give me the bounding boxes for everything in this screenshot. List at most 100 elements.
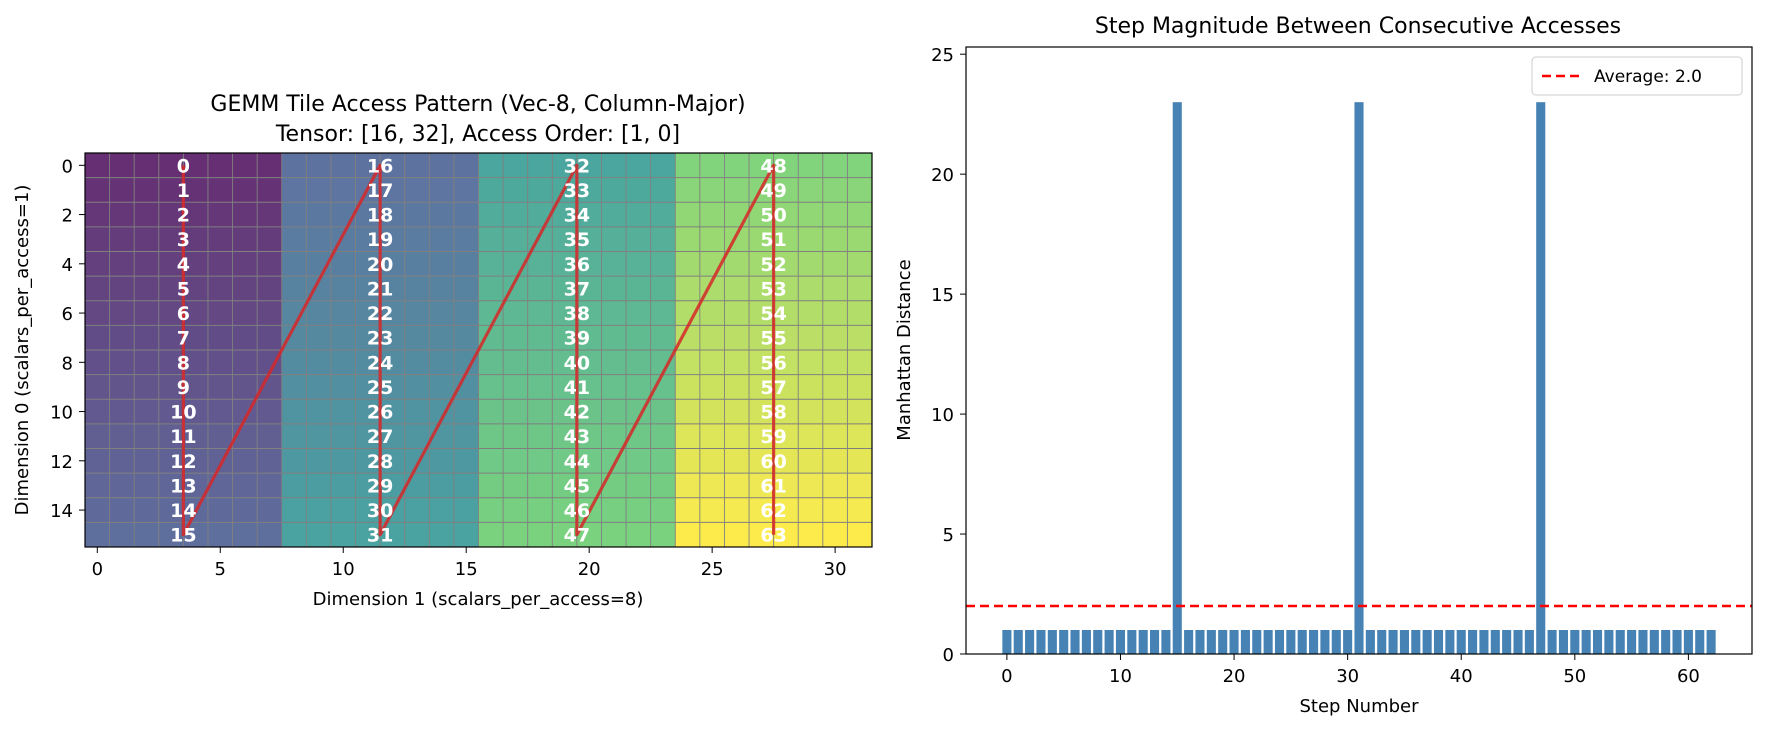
access-path-line: [181, 163, 776, 537]
bar-step-46: [1524, 630, 1534, 654]
y-tick-label: 15: [931, 285, 954, 306]
bar-step-15: [1172, 102, 1182, 654]
x-tick-label: 15: [455, 559, 478, 580]
bar-step-14: [1161, 630, 1171, 654]
access-order-label: 30: [367, 500, 393, 522]
legend-box: [1531, 56, 1743, 96]
access-order-label: 5: [177, 278, 190, 300]
bar-step-3: [1036, 630, 1046, 654]
bar-step-1: [1013, 630, 1023, 654]
x-tick-label: 0: [1001, 666, 1012, 687]
y-tick-label: 20: [931, 165, 954, 186]
x-tick-label: 20: [1223, 666, 1246, 687]
bar-step-53: [1604, 630, 1614, 654]
x-tick-label: 10: [332, 559, 355, 580]
x-tick-label: 50: [1563, 666, 1586, 687]
heatmap-title-line1: GEMM Tile Access Pattern (Vec-8, Column-…: [210, 92, 745, 117]
access-order-label: 53: [760, 278, 786, 300]
bar-step-44: [1502, 630, 1512, 654]
bar-step-12: [1138, 630, 1148, 654]
access-order-label: 23: [367, 328, 393, 350]
bar-step-36: [1411, 630, 1421, 654]
access-order-label: 38: [564, 303, 590, 325]
access-order-label: 55: [760, 328, 786, 350]
access-order-label: 8: [177, 352, 190, 374]
access-order-label: 46: [564, 500, 590, 522]
bar-step-9: [1104, 630, 1114, 654]
access-order-label: 17: [367, 180, 393, 202]
access-order-label: 2: [177, 205, 190, 227]
access-order-label: 1: [177, 180, 190, 202]
bar-x-axis-label: Step Number: [1299, 696, 1419, 717]
access-order-label: 21: [367, 278, 393, 300]
step-magnitude-bar-chart: Step Magnitude Between Consecutive Acces…: [894, 14, 1753, 717]
access-order-label: 31: [367, 525, 393, 547]
heatmap-y-axis-label: Dimension 0 (scalars_per_access=1): [12, 185, 33, 516]
bar-step-59: [1672, 630, 1682, 654]
bar-y-ticks: 0 5 10 15 20 25: [931, 45, 966, 666]
access-order-label: 51: [760, 229, 786, 251]
x-tick-label: 0: [92, 559, 103, 580]
access-order-label: 19: [367, 229, 393, 251]
bar-step-61: [1695, 630, 1705, 654]
y-tick-label: 5: [943, 525, 954, 546]
bar-step-26: [1297, 630, 1307, 654]
bar-step-21: [1240, 630, 1250, 654]
access-order-label: 20: [367, 254, 393, 276]
bar-step-32: [1365, 630, 1375, 654]
bar-step-4: [1047, 630, 1057, 654]
access-order-label: 62: [760, 500, 786, 522]
access-order-label: 40: [564, 352, 590, 374]
y-tick-label: 8: [62, 353, 73, 374]
heatmap-gridlines: [85, 153, 872, 547]
bar-step-62: [1706, 630, 1716, 654]
access-order-label: 57: [760, 377, 786, 399]
bar-step-24: [1274, 630, 1285, 654]
bar-step-29: [1331, 630, 1341, 654]
y-tick-label: 0: [943, 645, 954, 666]
bar-step-47: [1536, 102, 1546, 654]
bar-series: [1002, 102, 1716, 654]
bar-step-58: [1661, 630, 1671, 654]
heatmap-x-ticks: 0 5 10 15 20 25 30: [92, 547, 847, 580]
bar-step-17: [1195, 630, 1205, 654]
access-order-label: 4: [177, 254, 190, 276]
access-order-label: 48: [760, 155, 786, 177]
bar-step-7: [1081, 630, 1091, 654]
bar-chart-title: Step Magnitude Between Consecutive Acces…: [1095, 14, 1621, 39]
access-order-label: 44: [564, 451, 590, 473]
access-order-label: 33: [564, 180, 590, 202]
y-tick-label: 14: [50, 501, 73, 522]
access-order-label: 39: [564, 328, 590, 350]
bar-step-45: [1513, 630, 1523, 654]
access-order-label: 47: [564, 525, 590, 547]
access-pattern-heatmap: GEMM Tile Access Pattern (Vec-8, Column-…: [12, 92, 873, 610]
bar-step-16: [1184, 630, 1194, 654]
access-order-label: 27: [367, 426, 393, 448]
bar-step-8: [1093, 630, 1103, 654]
access-order-label: 3: [177, 229, 190, 251]
bar-step-34: [1388, 630, 1398, 654]
bar-step-60: [1683, 630, 1693, 654]
bar-step-39: [1445, 630, 1455, 654]
bar-y-axis-label: Manhattan Distance: [894, 259, 915, 440]
access-order-label: 58: [760, 402, 786, 424]
bar-step-28: [1320, 630, 1330, 654]
bar-step-0: [1002, 630, 1012, 654]
access-order-label: 35: [564, 229, 590, 251]
bar-step-57: [1649, 630, 1659, 654]
access-order-label: 6: [177, 303, 190, 325]
x-tick-label: 20: [578, 559, 601, 580]
access-order-label: 34: [564, 205, 590, 227]
access-order-label: 0: [177, 155, 190, 177]
access-order-label: 52: [760, 254, 786, 276]
bar-step-23: [1263, 630, 1273, 654]
bar-step-18: [1206, 630, 1216, 654]
bar-step-54: [1615, 630, 1625, 654]
x-tick-label: 30: [1336, 666, 1359, 687]
heatmap-y-ticks: 0 2 4 6 8 10 12 14: [50, 156, 85, 522]
y-tick-label: 25: [931, 45, 954, 66]
bar-step-52: [1592, 630, 1603, 654]
heatmap-x-axis-label: Dimension 1 (scalars_per_access=8): [313, 589, 644, 610]
